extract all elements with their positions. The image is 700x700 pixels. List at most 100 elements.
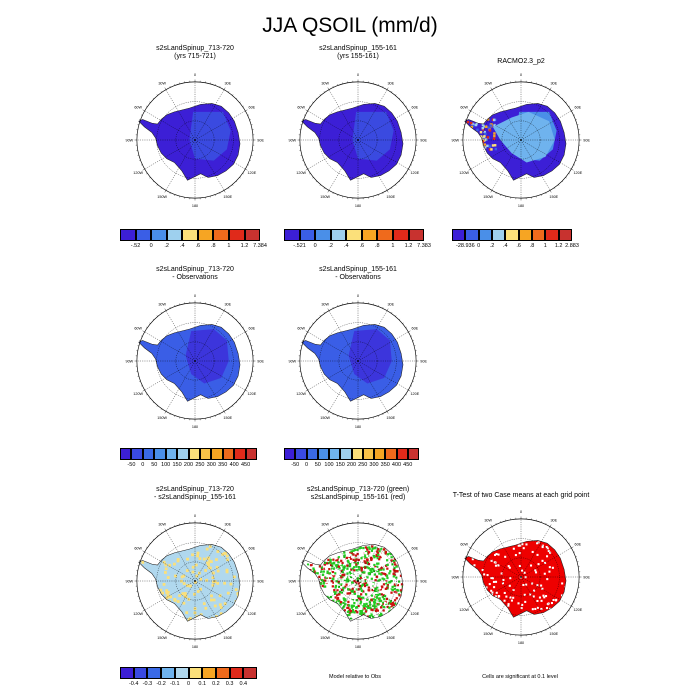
grid-cell: [536, 599, 539, 602]
border-tick: [235, 318, 238, 321]
border-tick: [169, 307, 171, 309]
grid-cell: [370, 553, 374, 557]
grid-cell: [358, 569, 362, 572]
border-tick: [472, 542, 474, 544]
border-tick: [242, 326, 244, 328]
grid-cell: [336, 598, 339, 601]
map-panel: s2sLandSpinup_155-161 (yrs 155-161) 0 30E…: [283, 45, 433, 220]
grid-cell: [340, 586, 343, 589]
meridian-line: [520, 110, 572, 141]
grid-cell: [199, 577, 203, 581]
grid-cell: [521, 543, 524, 546]
grid-cell: [481, 569, 484, 572]
grid-cell: [361, 559, 365, 562]
border-tick: [482, 531, 484, 533]
grid-cell: [542, 594, 545, 597]
grid-cell: [209, 560, 213, 564]
grid-cell: [185, 611, 189, 615]
border-tick: [495, 86, 497, 88]
border-tick: [410, 335, 412, 337]
colorbar-tick-label: 0.2: [212, 681, 220, 687]
grid-cell: [377, 579, 380, 582]
grid-cell: [378, 550, 381, 553]
grid-cell: [383, 597, 386, 601]
grid-cell: [379, 588, 383, 591]
grid-cell: [346, 610, 350, 613]
grid-cell: [364, 582, 368, 585]
grid-cell: [394, 602, 397, 605]
longitude-label: 120W: [133, 171, 143, 175]
border-tick: [164, 631, 167, 634]
grid-cell: [165, 596, 169, 600]
grid-cell: [344, 598, 347, 601]
border-tick: [169, 192, 171, 194]
border-tick: [467, 164, 469, 166]
meridian-line: [470, 576, 522, 607]
border-tick: [245, 389, 248, 392]
meridian-line: [194, 360, 225, 412]
grid-cell: [372, 587, 376, 591]
colorbar-swatch: [315, 229, 331, 241]
grid-cell: [346, 572, 349, 575]
grid-cell: [332, 558, 335, 561]
grid-cell: [397, 589, 400, 592]
grid-cell: [484, 132, 487, 136]
border-tick: [312, 177, 314, 179]
meridian-line: [307, 139, 359, 170]
grid-cell: [524, 600, 527, 603]
meridian-line: [194, 310, 225, 362]
colorbar-swatch: [396, 448, 408, 460]
border-tick: [382, 413, 384, 415]
grid-cell: [351, 581, 355, 584]
border-tick: [305, 389, 308, 392]
meridian-line: [357, 551, 409, 582]
grid-cell: [205, 578, 209, 582]
grid-cell: [334, 576, 337, 579]
grid-cell: [323, 563, 326, 566]
border-tick: [323, 91, 325, 93]
grid-cell: [378, 545, 381, 549]
colorbar-boxes: [120, 448, 258, 460]
grid-cell: [390, 588, 393, 591]
grid-cell: [208, 559, 212, 563]
border-tick: [565, 538, 567, 540]
border-tick: [319, 405, 321, 407]
border-tick: [160, 408, 162, 410]
colorbar-tick-label: 350: [380, 462, 390, 468]
grid-cell: [373, 607, 376, 610]
grid-cell: [371, 588, 374, 592]
grid-cell: [358, 585, 361, 588]
colorbar-tick-label: .4: [179, 243, 185, 249]
colorbar-swatch: [120, 448, 132, 460]
grid-cell: [218, 603, 222, 607]
grid-cell: [337, 585, 341, 589]
grid-cell: [320, 582, 323, 585]
meridian-line: [144, 139, 196, 170]
colorbar-swatch: [228, 229, 245, 241]
border-tick: [312, 398, 314, 400]
grid-cell: [332, 599, 335, 602]
border-tick: [146, 614, 148, 616]
grid-cell: [376, 550, 379, 553]
colorbar-tick-label: 0: [149, 243, 153, 249]
border-tick: [386, 528, 389, 531]
grid-cell: [209, 566, 212, 570]
map-panel: s2sLandSpinup_713-720 - s2sLandSpinup_15…: [120, 486, 270, 661]
border-tick: [152, 318, 155, 321]
grid-cell: [359, 576, 362, 579]
grid-cell: [494, 564, 498, 567]
border-tick: [395, 405, 397, 407]
grid-cell: [376, 593, 380, 597]
border-tick: [408, 330, 411, 333]
grid-cell: [363, 584, 367, 588]
colorbar-tick-label: 450: [240, 462, 251, 468]
field-overlay: [306, 545, 403, 622]
grid-cell: [329, 595, 333, 599]
border-tick: [467, 601, 469, 603]
colorbar-tick-label: .4: [343, 243, 349, 249]
grid-cell: [321, 584, 324, 588]
grid-cell: [341, 573, 344, 577]
grid-cell: [366, 548, 369, 551]
grid-cell: [360, 596, 363, 599]
grid-cell: [377, 603, 380, 606]
